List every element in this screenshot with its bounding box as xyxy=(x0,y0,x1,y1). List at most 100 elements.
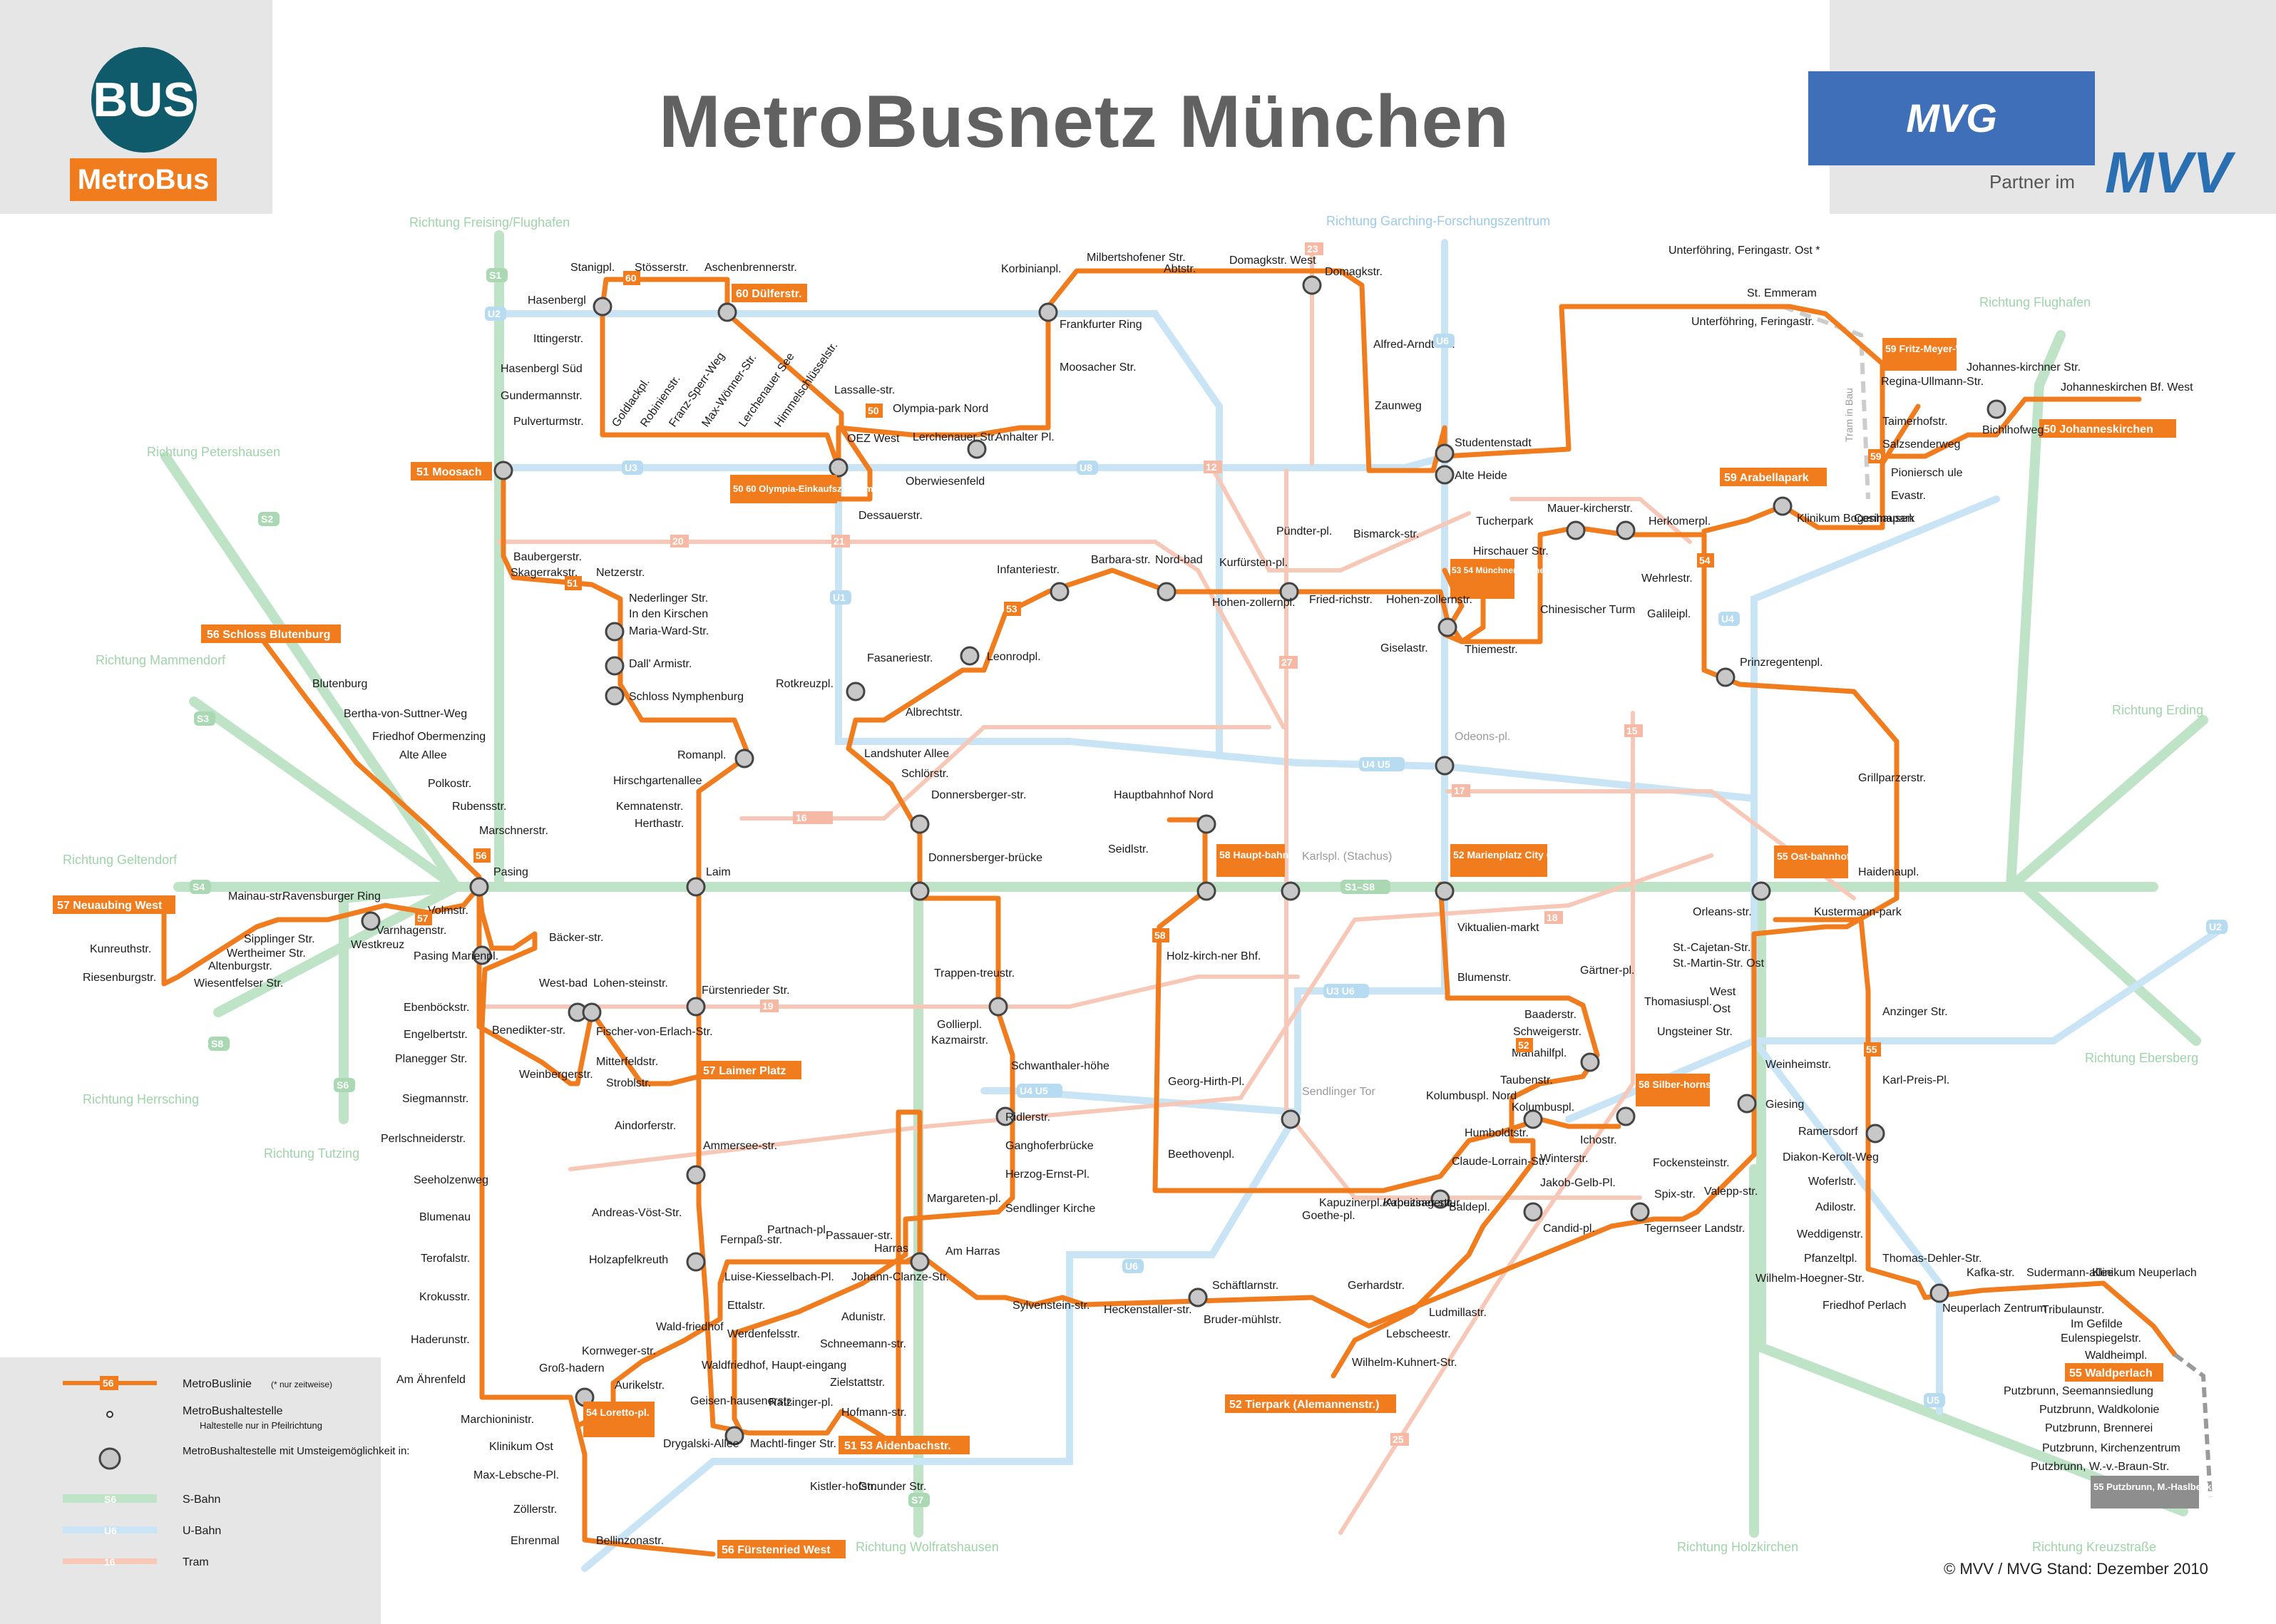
transfer-stop xyxy=(686,1165,706,1185)
stop-label: Tegernseer Landstr. xyxy=(1644,1223,1745,1235)
line-badge: 60 xyxy=(625,272,637,284)
stop-label: Lebscheestr. xyxy=(1386,1328,1451,1340)
stop-label: Kistler-hofstr. xyxy=(810,1481,876,1493)
transfer-stop xyxy=(717,302,737,322)
stop-label: Mainau-str. xyxy=(228,890,284,903)
stop-label: Aschenbrennerstr. xyxy=(704,262,797,274)
stop-label: Sudermann-allee xyxy=(2026,1267,2113,1279)
ubahn-label: U2 xyxy=(488,308,501,319)
sbahn-label: S3 xyxy=(197,713,209,724)
transfer-stop xyxy=(1865,1124,1885,1144)
stop-label: Thiemestr. xyxy=(1465,644,1518,656)
stop-label: Planegger Str. xyxy=(395,1053,467,1065)
stop-label: Putzbrunn, W.-v.-Braun-Str. xyxy=(2031,1461,2169,1473)
transfer-stop xyxy=(1773,496,1793,516)
transfer-stop xyxy=(1716,667,1736,687)
stop-label: Kemnatenstr. xyxy=(616,801,683,813)
transfer-stop xyxy=(910,1252,930,1272)
sbahn-s2-e xyxy=(2006,715,2208,892)
stop-label: Donnersberger-str. xyxy=(931,789,1026,801)
metrobus-line-59 xyxy=(1701,404,1921,534)
stop-label: Schneemann-str. xyxy=(820,1338,906,1350)
terminus-label: 55 Ost-bahnhof xyxy=(1777,850,1850,862)
transfer-stop xyxy=(605,622,625,642)
ubahn-label: U5 xyxy=(1927,1394,1939,1406)
stop-label: Ost xyxy=(1713,1003,1731,1015)
stop-label: Friedhof Perlach xyxy=(1823,1300,1906,1312)
legend-stop-note: Haltestelle nur in Pfeilrichtung xyxy=(200,1420,322,1431)
transfer-stop xyxy=(1929,1283,1949,1303)
stop-label: Benedikter-str. xyxy=(492,1024,565,1037)
sbahn-label: S2 xyxy=(261,513,273,525)
transfer-stop xyxy=(1566,520,1586,540)
stop-label: Ebenböckstr. xyxy=(404,1002,470,1014)
stop-label: Marchioninistr. xyxy=(461,1414,534,1426)
direction-label: Richtung Erding xyxy=(2112,703,2203,717)
stop-label: Holzapfelkreuth xyxy=(589,1254,668,1266)
stop-label: Fasaneriestr. xyxy=(867,652,933,664)
stop-label: Pündter-pl. xyxy=(1276,525,1332,538)
terminus-label: 57 Neuaubing West xyxy=(57,900,163,912)
legend-ubahn-sample: U6 xyxy=(104,1525,117,1536)
stop-label: Ettalstr. xyxy=(727,1300,765,1312)
stop-label: Ganghoferbrücke xyxy=(1005,1140,1094,1152)
stop-label: Domagkstr. xyxy=(1325,266,1383,278)
stop-label: Gerhardstr. xyxy=(1348,1280,1405,1292)
stop-label: Dessauerstr. xyxy=(858,510,923,522)
stop-label: Bichlhofweg xyxy=(1982,424,2044,436)
stop-label: Pfanzeltpl. xyxy=(1804,1253,1857,1265)
stop-label: Fernpaß-str. xyxy=(720,1234,782,1246)
stop-label: Bertha-von-Suttner-Weg xyxy=(344,708,467,720)
stop-label: Claude-Lorrain-Str. xyxy=(1452,1156,1548,1168)
transfer-stop xyxy=(582,1002,602,1022)
sbahn-label: S1–S8 xyxy=(1345,881,1375,893)
stop-label: Hohen-zollernpl. xyxy=(1212,597,1296,609)
stop-label: Infanteriestr. xyxy=(997,564,1060,576)
stop-label: Winterstr. xyxy=(1540,1153,1589,1165)
stop-label: Pasing Marienpl. xyxy=(414,950,498,962)
tram-in-bau-line xyxy=(1781,304,1870,500)
stop-label: Ratzinger-pl. xyxy=(769,1397,834,1409)
ubahn-label: U4 xyxy=(1721,613,1734,625)
stop-label: Alte Heide xyxy=(1455,470,1507,482)
sbahn-s4-e xyxy=(2020,882,2201,1046)
tram-label: 16 xyxy=(796,812,807,823)
stop-label: Sendlinger Tor xyxy=(1302,1086,1376,1098)
stop-label: Am Ährenfeld xyxy=(396,1373,466,1386)
stop-label: Humboldtstr. xyxy=(1465,1127,1529,1139)
sbahn-label: S8 xyxy=(211,1038,223,1049)
stop-label: Olympia-park Nord xyxy=(893,403,988,415)
stop-label: Goethe-pl. xyxy=(1302,1210,1355,1222)
tram-label: 12 xyxy=(1206,461,1217,473)
mvg-logo: MVG xyxy=(1808,71,2095,165)
legend-stop: MetroBushaltestelle xyxy=(183,1405,283,1417)
stop-label: Krokusstr. xyxy=(419,1291,470,1303)
stop-label: Schwanthaler-höhe xyxy=(1011,1060,1109,1072)
stop-label: St. Emmeram xyxy=(1747,287,1817,299)
stop-label: Weinbergerstr. xyxy=(519,1069,593,1081)
stop-label: Taubenstr. xyxy=(1500,1074,1553,1086)
stop-label: Haderunstr. xyxy=(411,1334,470,1346)
stop-label: Hauptbahnhof Nord xyxy=(1114,789,1214,801)
sbahn-label: S1 xyxy=(489,269,501,281)
legend: 56 MetroBuslinie (* nur zeitweise) Metro… xyxy=(63,1376,409,1568)
transfer-stop xyxy=(1580,1052,1600,1072)
metrobus-line-53 xyxy=(732,567,1486,1436)
transfer-stop xyxy=(1616,520,1636,540)
stop-label: Ravensburger Ring xyxy=(282,890,381,903)
transfer-stop xyxy=(1435,756,1455,776)
legend-sbahn: S-Bahn xyxy=(183,1494,220,1506)
stop-label: Gollierpl. xyxy=(937,1019,982,1031)
legend-panel xyxy=(0,1357,381,1624)
stop-label: Werdenfelsstr. xyxy=(727,1328,800,1340)
stop-label: Anhalter Pl. xyxy=(995,431,1055,443)
stop-label: Hirschauer Str. xyxy=(1473,545,1549,557)
transfer-stop xyxy=(967,439,987,459)
transfer-stop xyxy=(1523,1202,1543,1222)
stop-label: Haidenaupl. xyxy=(1858,866,1919,878)
stop-label: Kunreuthstr. xyxy=(90,943,151,955)
stop-label: Zöllerstr. xyxy=(513,1504,557,1516)
transfer-stop xyxy=(1987,399,2006,419)
terminus-label: 51 53 Aidenbachstr. xyxy=(844,1440,951,1452)
